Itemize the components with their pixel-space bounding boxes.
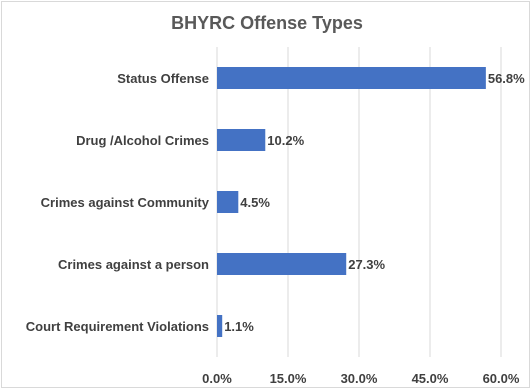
bar bbox=[217, 129, 266, 151]
x-tick-label: 15.0% bbox=[270, 371, 307, 386]
x-tick-label: 45.0% bbox=[412, 371, 449, 386]
data-label: 56.8% bbox=[488, 71, 525, 86]
data-label: 4.5% bbox=[240, 195, 270, 210]
x-tick-label: 30.0% bbox=[341, 371, 378, 386]
bars bbox=[217, 67, 486, 337]
data-labels: 56.8% 10.2% 4.5% 27.3% 1.1% bbox=[224, 71, 525, 334]
x-tick-label: 0.0% bbox=[202, 371, 232, 386]
bar bbox=[217, 253, 347, 275]
x-tick-labels: 0.0% 15.0% 30.0% 45.0% 60.0% bbox=[202, 371, 520, 386]
x-tick-label: 60.0% bbox=[483, 371, 520, 386]
bar bbox=[217, 67, 486, 89]
category-label: Drug /Alcohol Crimes bbox=[76, 133, 209, 148]
data-label: 10.2% bbox=[267, 133, 304, 148]
category-label: Court Requirement Violations bbox=[26, 319, 209, 334]
bar bbox=[217, 191, 239, 213]
category-label: Crimes against a person bbox=[58, 257, 209, 272]
category-label: Status Offense bbox=[117, 71, 209, 86]
data-label: 1.1% bbox=[224, 319, 254, 334]
category-label: Crimes against Community bbox=[41, 195, 210, 210]
bar bbox=[217, 315, 223, 337]
chart-title: BHYRC Offense Types bbox=[171, 13, 363, 33]
gridlines bbox=[216, 47, 502, 357]
category-labels: Status Offense Drug /Alcohol Crimes Crimes… bbox=[26, 71, 210, 334]
data-label: 27.3% bbox=[348, 257, 385, 272]
